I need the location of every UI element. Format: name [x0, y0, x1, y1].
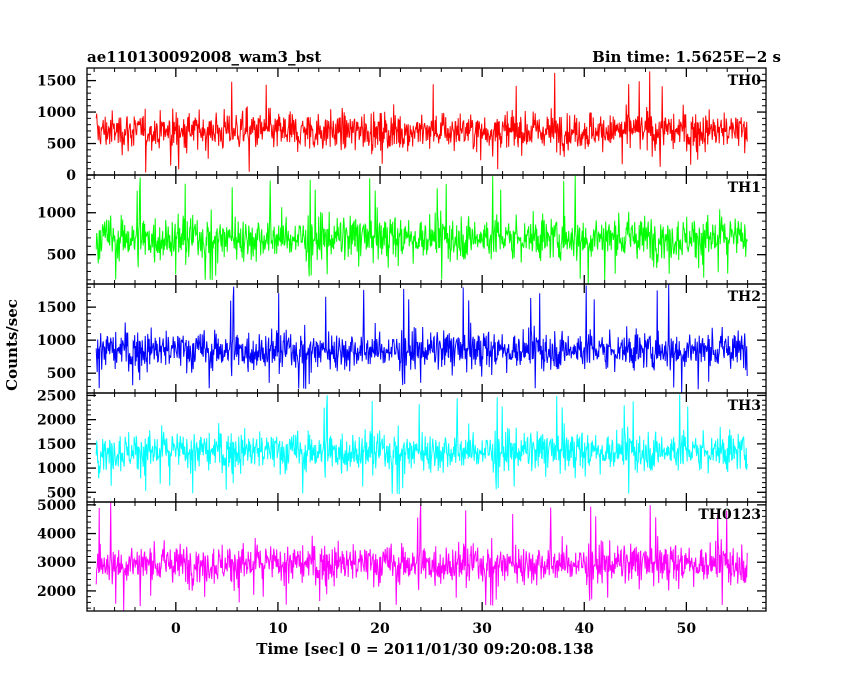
y-tick-label: 3000	[37, 555, 76, 571]
y-tick-label: 1500	[37, 74, 76, 90]
y-tick-label: 500	[47, 366, 76, 382]
y-tick-label: 2000	[37, 584, 76, 600]
y-axis-label: Counts/sec	[3, 299, 21, 391]
y-tick-label: 1000	[37, 461, 76, 477]
x-tick-label: 30	[472, 621, 492, 637]
x-tick-label: 40	[575, 621, 595, 637]
y-tick-label: 1500	[37, 437, 76, 453]
y-tick-label: 5000	[37, 498, 76, 514]
x-axis-label: Time [sec] 0 = 2011/01/30 09:20:08.138	[256, 640, 593, 658]
y-tick-label: 1000	[37, 206, 76, 222]
panel-label-th1: TH1	[728, 180, 761, 196]
y-tick-label: 500	[47, 248, 76, 264]
panel-label-th2: TH2	[728, 289, 761, 305]
panel-label-th3: TH3	[728, 398, 761, 414]
observation-id: ae110130092008_wam3_bst	[87, 48, 321, 66]
series-th0	[95, 71, 748, 173]
y-tick-label: 500	[47, 137, 76, 153]
x-tick-label: 20	[370, 621, 390, 637]
y-tick-label: 2500	[37, 388, 76, 404]
series-th1	[95, 175, 748, 284]
y-tick-label: 2000	[37, 413, 76, 429]
y-tick-label: 1500	[37, 300, 76, 316]
y-tick-label: 1000	[37, 333, 76, 349]
series-th0123	[95, 502, 748, 611]
panel-frame-th1	[86, 174, 767, 285]
y-tick-label: 500	[47, 485, 76, 501]
x-tick-label: 10	[268, 621, 288, 637]
series-th2	[95, 284, 748, 393]
panel-label-th0: TH0	[728, 73, 762, 89]
y-tick-label: 0	[66, 168, 76, 184]
series-th3	[95, 394, 748, 495]
x-tick-label: 50	[677, 621, 697, 637]
x-tick-label: 0	[171, 621, 181, 637]
panel-label-th0123: TH0123	[698, 507, 761, 523]
bin-time-label: Bin time: 1.5625E−2 s	[592, 48, 781, 66]
panel-frame-th2	[86, 283, 767, 394]
y-tick-label: 4000	[37, 527, 76, 543]
y-tick-label: 1000	[37, 105, 76, 121]
panels: TH0050010001500TH15001000TH250010001500T…	[37, 67, 767, 637]
